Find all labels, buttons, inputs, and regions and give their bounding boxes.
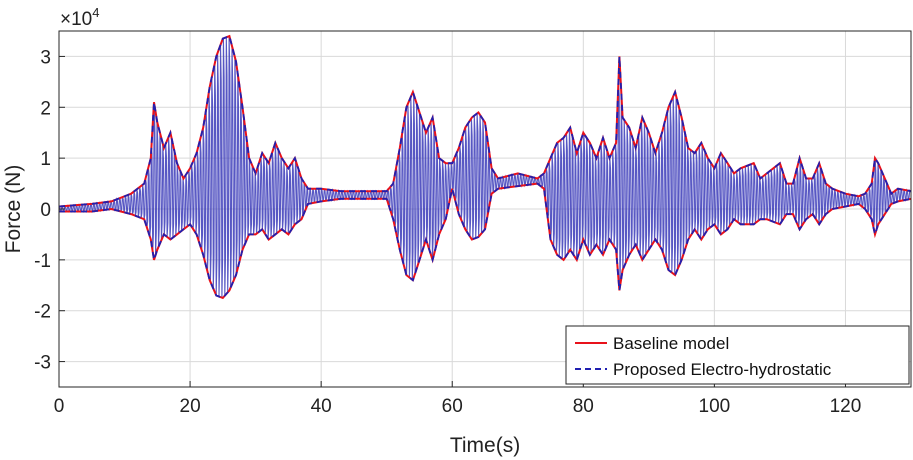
legend-label-baseline: Baseline model <box>613 334 729 353</box>
y-exponent-power: 4 <box>92 5 99 20</box>
x-tick-label: 80 <box>573 396 594 417</box>
y-axis-title: Force (N) <box>2 165 25 254</box>
series-layer <box>59 34 911 300</box>
legend-box <box>565 325 910 385</box>
axis-ticks: 0 20 40 60 80 100 120 -3 -2 -1 0 1 2 3 <box>34 47 861 417</box>
x-axis-title: Time(s) <box>450 434 520 457</box>
plot-area <box>59 34 911 300</box>
y-tick-label: 3 <box>40 47 51 68</box>
x-tick-label: 60 <box>442 396 463 417</box>
y-exponent-label: ×104 <box>60 5 99 30</box>
x-tick-label: 20 <box>180 396 201 417</box>
y-tick-label: -1 <box>34 251 51 272</box>
x-tick-label: 100 <box>699 396 731 417</box>
legend-label-proposed: Proposed Electro-hydrostatic <box>613 360 832 379</box>
y-tick-label: -3 <box>34 353 51 374</box>
y-tick-label: 0 <box>40 200 51 221</box>
y-exponent-base: ×10 <box>60 9 92 30</box>
y-tick-label: 1 <box>40 149 51 170</box>
x-tick-label: 120 <box>830 396 862 417</box>
y-tick-label: -2 <box>34 302 51 323</box>
x-tick-label: 0 <box>54 396 65 417</box>
y-tick-label: 2 <box>40 98 51 119</box>
legend: Baseline model Proposed Electro-hydrosta… <box>565 325 910 385</box>
x-tick-label: 40 <box>311 396 332 417</box>
series-proposed-upper <box>59 34 911 208</box>
series-proposed-lower <box>59 182 911 300</box>
